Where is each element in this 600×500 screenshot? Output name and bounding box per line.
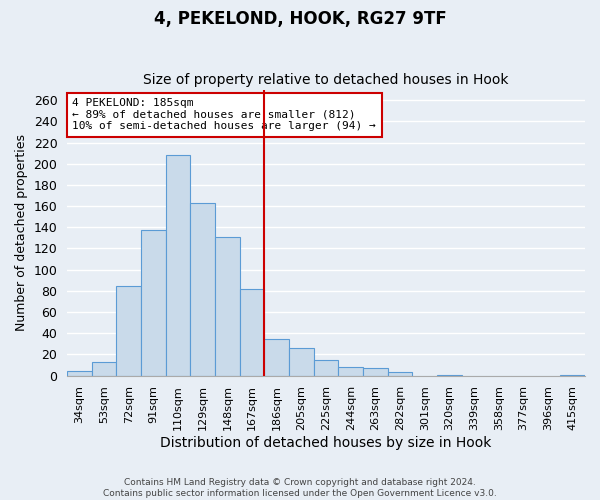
Bar xyxy=(141,230,166,376)
Bar xyxy=(67,372,92,376)
Bar xyxy=(240,288,265,376)
Bar xyxy=(338,367,363,376)
Bar xyxy=(116,286,141,376)
Text: Contains HM Land Registry data © Crown copyright and database right 2024.
Contai: Contains HM Land Registry data © Crown c… xyxy=(103,478,497,498)
Bar xyxy=(363,368,388,376)
Bar xyxy=(215,237,240,376)
Bar xyxy=(190,203,215,376)
Title: Size of property relative to detached houses in Hook: Size of property relative to detached ho… xyxy=(143,73,509,87)
Bar xyxy=(560,374,585,376)
Bar xyxy=(289,348,314,376)
Y-axis label: Number of detached properties: Number of detached properties xyxy=(15,134,28,331)
X-axis label: Distribution of detached houses by size in Hook: Distribution of detached houses by size … xyxy=(160,436,492,450)
Bar xyxy=(92,362,116,376)
Bar xyxy=(166,155,190,376)
Text: 4, PEKELOND, HOOK, RG27 9TF: 4, PEKELOND, HOOK, RG27 9TF xyxy=(154,10,446,28)
Bar xyxy=(437,374,462,376)
Text: 4 PEKELOND: 185sqm
← 89% of detached houses are smaller (812)
10% of semi-detach: 4 PEKELOND: 185sqm ← 89% of detached hou… xyxy=(73,98,376,132)
Bar xyxy=(265,338,289,376)
Bar xyxy=(314,360,338,376)
Bar xyxy=(388,372,412,376)
